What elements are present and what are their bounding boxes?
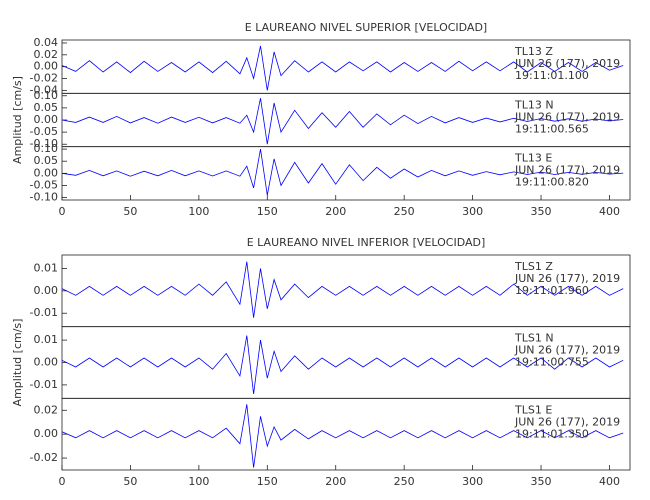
- y-tick-label: 0.00: [34, 60, 59, 73]
- y-tick-label: 0.00: [34, 356, 59, 369]
- y-tick-label: -0.02: [30, 451, 58, 464]
- y-tick-label: -0.04: [30, 83, 58, 96]
- x-tick-label: 100: [188, 475, 209, 488]
- waveform: [61, 404, 624, 468]
- time-label: 19:11:00.565: [515, 122, 589, 135]
- date-label: JUN 26 (177), 2019: [514, 272, 620, 285]
- y-tick-label: 0.10: [34, 142, 59, 155]
- y-tick-label: 0.01: [34, 261, 59, 274]
- date-label: JUN 26 (177), 2019: [514, 57, 620, 70]
- y-axis-label: Amplitud [cm/s]: [11, 319, 24, 407]
- waveform: [61, 98, 624, 145]
- y-tick-label: 0.04: [34, 36, 59, 49]
- y-tick-label: 0.05: [34, 154, 59, 167]
- date-label: JUN 26 (177), 2019: [514, 164, 620, 177]
- chart-title: E LAUREANO NIVEL INFERIOR [VELOCIDAD]: [247, 236, 486, 249]
- y-tick-label: 0.00: [34, 113, 59, 126]
- x-tick-label: 200: [325, 205, 346, 218]
- waveform: [61, 335, 624, 394]
- x-tick-label: 300: [462, 475, 483, 488]
- y-tick-label: 0.02: [34, 403, 59, 416]
- time-label: 19:11:00.820: [515, 176, 589, 189]
- time-label: 19:11:01.100: [515, 69, 589, 82]
- y-tick-label: -0.01: [30, 378, 58, 391]
- x-tick-label: 100: [188, 205, 209, 218]
- x-tick-label: 400: [599, 205, 620, 218]
- y-tick-label: 0.05: [34, 101, 59, 114]
- station-label: TLS1 E: [514, 403, 552, 416]
- x-tick-label: 150: [257, 205, 278, 218]
- x-tick-label: 400: [599, 475, 620, 488]
- x-tick-label: 150: [257, 475, 278, 488]
- y-tick-label: -0.05: [30, 178, 58, 191]
- y-tick-label: 0.10: [34, 89, 59, 102]
- station-label: TL13 E: [514, 152, 552, 165]
- x-tick-label: 250: [394, 205, 415, 218]
- x-tick-label: 300: [462, 205, 483, 218]
- y-axis-label: Amplitud [cm/s]: [11, 76, 24, 164]
- y-tick-label: -0.02: [30, 72, 58, 85]
- y-tick-label: -0.10: [30, 137, 58, 150]
- date-label: JUN 26 (177), 2019: [514, 415, 620, 428]
- y-tick-label: 0.00: [34, 284, 59, 297]
- chart-title: E LAUREANO NIVEL SUPERIOR [VELOCIDAD]: [245, 21, 487, 34]
- time-label: 19:11:00.755: [515, 356, 589, 369]
- x-tick-label: 50: [123, 205, 137, 218]
- y-tick-label: -0.10: [30, 191, 58, 204]
- time-label: 19:11:01.350: [515, 427, 589, 440]
- waveform: [61, 261, 624, 318]
- x-tick-label: 350: [531, 475, 552, 488]
- station-label: TL13 N: [514, 98, 554, 111]
- y-tick-label: -0.01: [30, 306, 58, 319]
- station-label: TL13 Z: [514, 45, 553, 58]
- y-tick-label: 0.00: [34, 166, 59, 179]
- x-tick-label: 350: [531, 205, 552, 218]
- waveform: [61, 149, 624, 196]
- x-tick-label: 200: [325, 475, 346, 488]
- date-label: JUN 26 (177), 2019: [514, 344, 620, 357]
- y-tick-label: 0.02: [34, 48, 59, 61]
- date-label: JUN 26 (177), 2019: [514, 110, 620, 123]
- x-tick-label: 0: [59, 475, 66, 488]
- x-tick-label: 0: [59, 205, 66, 218]
- y-tick-label: 0.01: [34, 333, 59, 346]
- y-tick-label: 0.00: [34, 427, 59, 440]
- waveform: [61, 45, 624, 91]
- station-label: TLS1 N: [514, 332, 554, 345]
- station-label: TLS1 Z: [514, 260, 553, 273]
- x-tick-label: 250: [394, 475, 415, 488]
- x-tick-label: 50: [123, 475, 137, 488]
- time-label: 19:11:01.960: [515, 284, 589, 297]
- y-tick-label: -0.05: [30, 125, 58, 138]
